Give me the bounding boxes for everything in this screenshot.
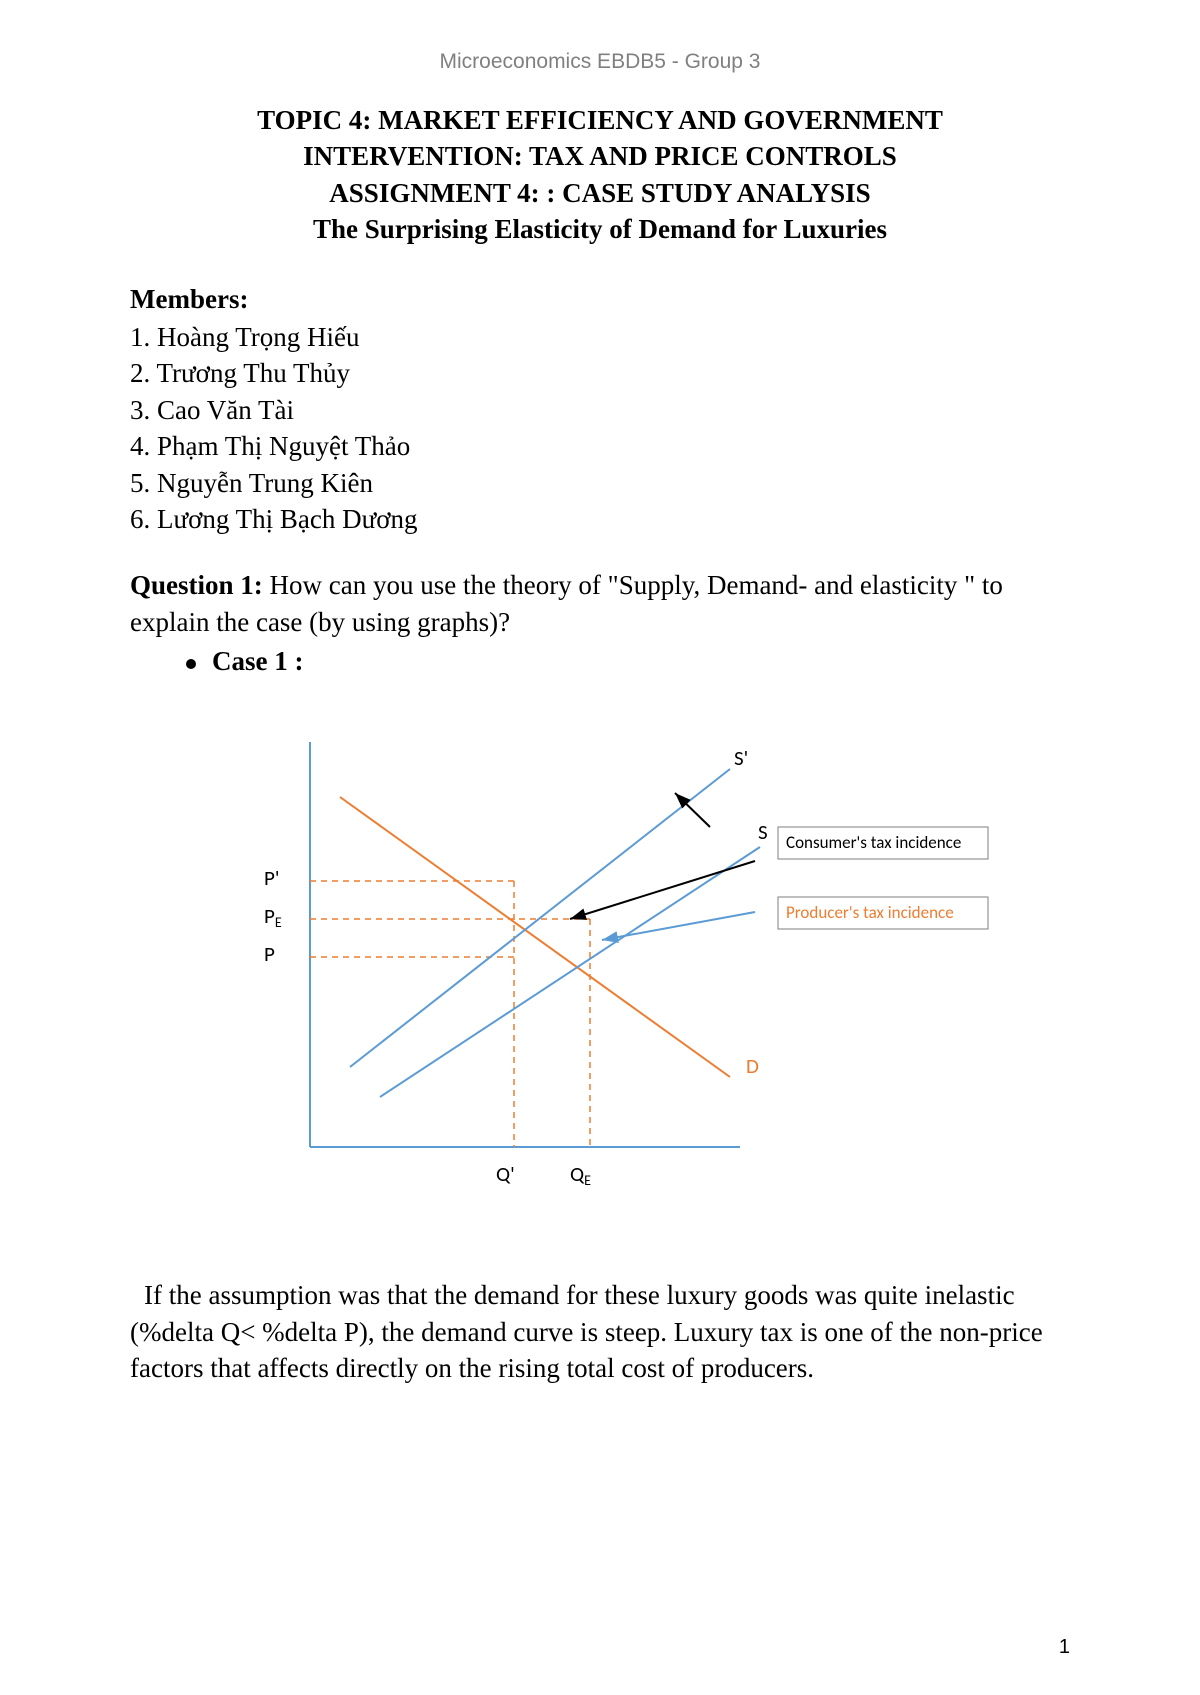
- svg-text:S': S': [734, 745, 748, 771]
- title-line-4: The Surprising Elasticity of Demand for …: [130, 211, 1070, 247]
- question-block: Question 1: How can you use the theory o…: [130, 567, 1070, 640]
- svg-text:Consumer's tax incidence: Consumer's tax incidence: [786, 832, 961, 853]
- svg-text:D: D: [746, 1053, 759, 1079]
- page-number: 1: [1059, 1636, 1070, 1659]
- bullet-icon: [186, 659, 196, 669]
- body-paragraph: If the assumption was that the demand fo…: [130, 1277, 1070, 1386]
- svg-text:QE: QE: [570, 1161, 591, 1189]
- member-6: 6. Lương Thị Bạch Dương: [130, 501, 1070, 537]
- members-heading: Members:: [130, 284, 1070, 315]
- title-block: TOPIC 4: MARKET EFFICIENCY AND GOVERNMEN…: [130, 102, 1070, 248]
- member-1: 1. Hoàng Trọng Hiếu: [130, 319, 1070, 355]
- title-line-2: INTERVENTION: TAX AND PRICE CONTROLS: [130, 138, 1070, 174]
- case-bullet: Case 1 :: [130, 646, 1070, 677]
- svg-text:Q': Q': [496, 1161, 515, 1187]
- case-label: Case 1 :: [212, 646, 303, 676]
- svg-text:Producer's tax incidence: Producer's tax incidence: [786, 902, 954, 923]
- title-line-3: ASSIGNMENT 4: : CASE STUDY ANALYSIS: [130, 175, 1070, 211]
- question-label: Question 1:: [130, 570, 263, 600]
- title-line-1: TOPIC 4: MARKET EFFICIENCY AND GOVERNMEN…: [130, 102, 1070, 138]
- member-2: 2. Trương Thu Thủy: [130, 355, 1070, 391]
- svg-text:P': P': [264, 865, 279, 891]
- svg-text:PE: PE: [264, 903, 282, 931]
- member-3: 3. Cao Văn Tài: [130, 392, 1070, 428]
- member-5: 5. Nguyễn Trung Kiên: [130, 465, 1070, 501]
- chart-container: D S S' Consumer's tax incidence Producer's t…: [130, 737, 1070, 1207]
- member-4: 4. Phạm Thị Nguyệt Thảo: [130, 428, 1070, 464]
- svg-text:S: S: [758, 819, 768, 845]
- page-header: Microeconomics EBDB5 - Group 3: [130, 50, 1070, 74]
- supply-demand-chart: D S S' Consumer's tax incidence Producer's t…: [210, 737, 990, 1207]
- svg-text:P: P: [264, 941, 275, 967]
